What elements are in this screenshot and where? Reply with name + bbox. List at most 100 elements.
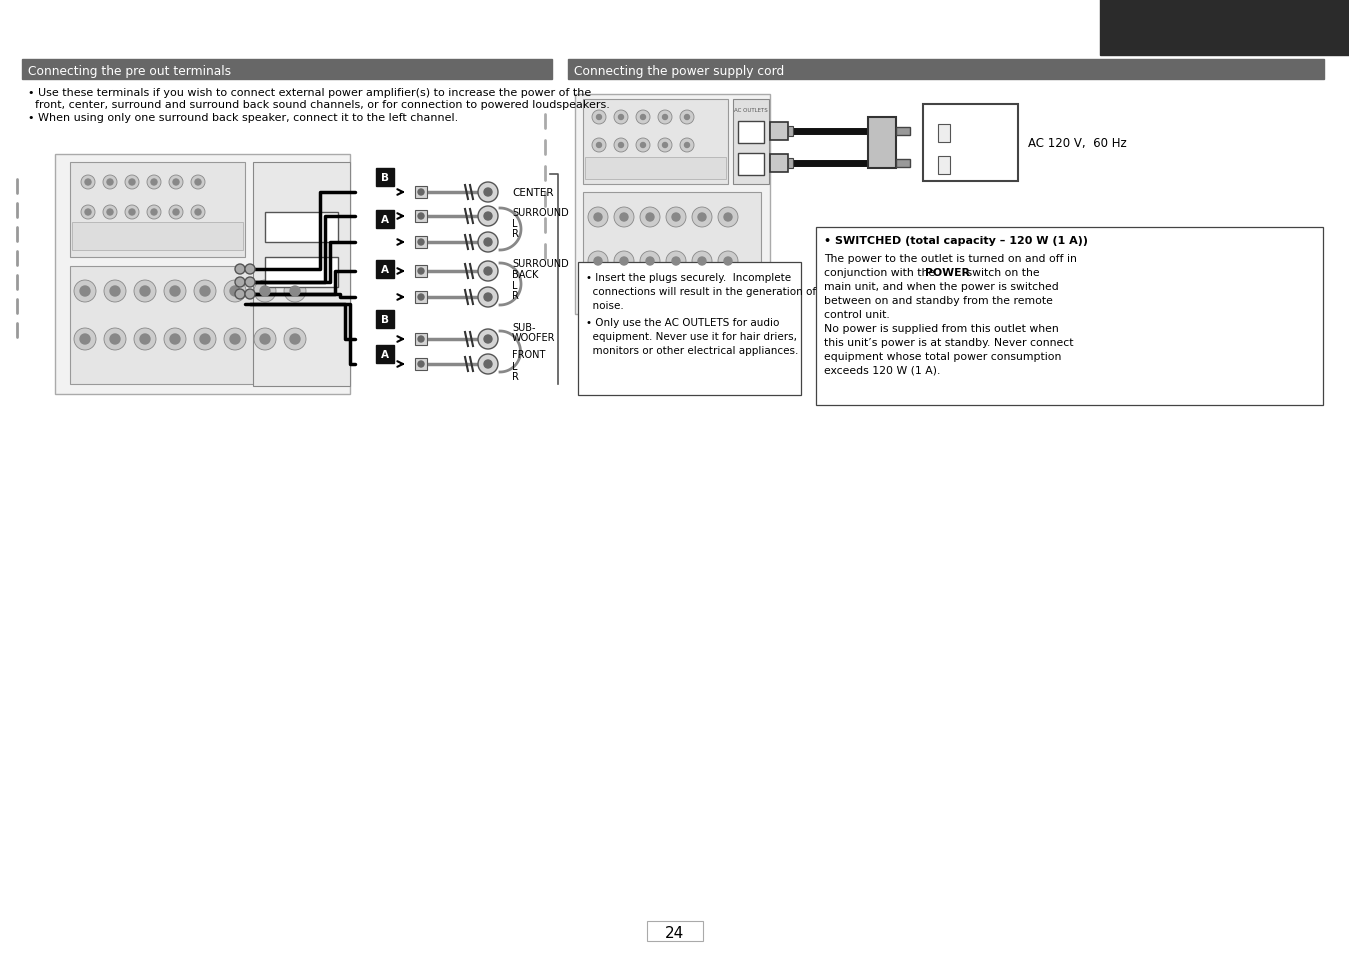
Circle shape — [680, 111, 693, 125]
Text: B: B — [380, 314, 389, 325]
Circle shape — [418, 336, 424, 343]
Circle shape — [134, 329, 156, 351]
Bar — [70, 267, 331, 385]
Circle shape — [724, 257, 733, 266]
Text: conjunction with the: conjunction with the — [824, 268, 939, 277]
Circle shape — [111, 335, 120, 345]
Circle shape — [684, 143, 689, 149]
Text: equipment. Never use it for hair driers,: equipment. Never use it for hair driers, — [585, 332, 797, 341]
Text: A: A — [380, 214, 389, 225]
Circle shape — [592, 111, 606, 125]
Text: AC 120 V,  60 Hz: AC 120 V, 60 Hz — [1028, 137, 1126, 150]
Circle shape — [285, 281, 306, 303]
Circle shape — [588, 252, 608, 272]
Text: B: B — [380, 172, 389, 183]
Text: AC OUTLETS: AC OUTLETS — [734, 108, 768, 112]
Circle shape — [484, 239, 492, 247]
Circle shape — [74, 329, 96, 351]
Bar — [738, 122, 764, 144]
Circle shape — [103, 206, 117, 220]
Circle shape — [692, 208, 712, 228]
Circle shape — [170, 335, 179, 345]
Circle shape — [614, 139, 629, 152]
Circle shape — [418, 240, 424, 246]
Circle shape — [484, 360, 492, 369]
Circle shape — [235, 290, 246, 299]
Circle shape — [80, 287, 90, 296]
Bar — [867, 118, 896, 169]
Bar — [577, 263, 801, 395]
Circle shape — [246, 290, 255, 299]
Circle shape — [646, 213, 654, 222]
Circle shape — [484, 335, 492, 344]
Bar — [938, 125, 950, 143]
Circle shape — [104, 281, 125, 303]
Text: Connecting the power supply cord: Connecting the power supply cord — [575, 65, 784, 77]
Bar — [770, 154, 788, 172]
Text: • Insert the plugs securely.  Incomplete: • Insert the plugs securely. Incomplete — [585, 273, 791, 283]
Bar — [264, 213, 339, 243]
Circle shape — [290, 335, 299, 345]
Circle shape — [697, 213, 706, 222]
Circle shape — [140, 287, 150, 296]
Circle shape — [196, 210, 201, 215]
Circle shape — [165, 281, 186, 303]
Circle shape — [85, 210, 90, 215]
Circle shape — [594, 213, 602, 222]
Circle shape — [635, 111, 650, 125]
Text: A: A — [380, 265, 389, 274]
Circle shape — [484, 268, 492, 275]
Circle shape — [588, 208, 608, 228]
Bar — [770, 123, 788, 141]
Bar — [376, 261, 394, 278]
Text: Connecting the pre out terminals: Connecting the pre out terminals — [28, 65, 231, 77]
Circle shape — [81, 206, 94, 220]
Circle shape — [478, 330, 498, 350]
Bar — [938, 157, 950, 174]
Text: FRONT: FRONT — [513, 350, 545, 359]
Circle shape — [260, 335, 270, 345]
Bar — [575, 95, 770, 314]
Circle shape — [718, 252, 738, 272]
Bar — [264, 257, 339, 288]
Circle shape — [111, 287, 120, 296]
Bar — [896, 160, 911, 168]
Circle shape — [484, 213, 492, 221]
Circle shape — [478, 207, 498, 227]
Circle shape — [641, 143, 646, 149]
Circle shape — [80, 335, 90, 345]
Circle shape — [596, 115, 602, 120]
Circle shape — [173, 180, 179, 186]
Text: connections will result in the generation of: connections will result in the generatio… — [585, 287, 816, 296]
Bar — [55, 154, 349, 395]
Circle shape — [125, 206, 139, 220]
Circle shape — [151, 180, 156, 186]
Circle shape — [260, 287, 270, 296]
Circle shape — [618, 115, 623, 120]
Circle shape — [235, 265, 246, 274]
Bar — [415, 211, 428, 223]
Bar — [583, 100, 728, 185]
Circle shape — [724, 213, 733, 222]
Text: SURROUND: SURROUND — [513, 208, 569, 218]
Bar — [648, 921, 703, 941]
Text: this unit’s power is at standby. Never connect: this unit’s power is at standby. Never c… — [824, 337, 1074, 348]
Circle shape — [596, 143, 602, 149]
Bar — [22, 60, 552, 80]
Bar — [71, 223, 243, 251]
Text: A: A — [380, 350, 389, 359]
Circle shape — [418, 213, 424, 220]
Text: The power to the outlet is turned on and off in: The power to the outlet is turned on and… — [824, 253, 1077, 264]
Circle shape — [81, 175, 94, 190]
Circle shape — [104, 329, 125, 351]
Text: front, center, surround and surround back sound channels, or for connection to p: front, center, surround and surround bac… — [28, 100, 610, 110]
Circle shape — [621, 257, 629, 266]
Circle shape — [224, 329, 246, 351]
Text: • SWITCHED (total capacity – 120 W (1 A)): • SWITCHED (total capacity – 120 W (1 A)… — [824, 235, 1089, 246]
Circle shape — [621, 213, 629, 222]
Circle shape — [594, 257, 602, 266]
Circle shape — [635, 139, 650, 152]
Circle shape — [147, 206, 161, 220]
Text: BACK: BACK — [513, 270, 538, 280]
Circle shape — [254, 281, 277, 303]
